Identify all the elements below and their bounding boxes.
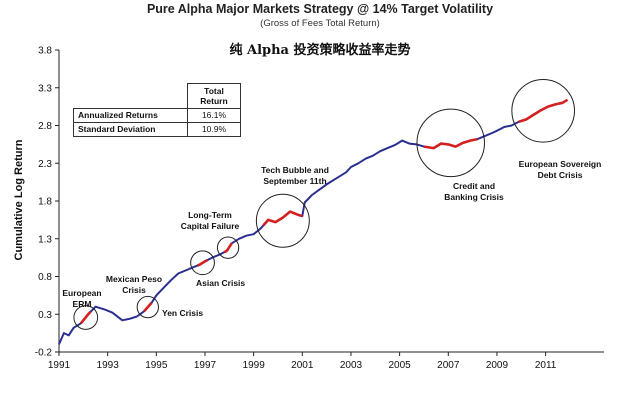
crisis-circle	[216, 236, 240, 259]
x-tick-label: 1995	[145, 360, 168, 371]
x-tick-label: 1993	[97, 360, 120, 371]
crisis-annotation: Credit and Banking Crisis	[444, 181, 504, 202]
y-tick-label: 1.8	[38, 197, 52, 208]
stats-row-label: Standard Deviation	[73, 122, 188, 137]
crisis-highlight-segment	[423, 137, 478, 150]
y-axis-label: Cumulative Log Return	[13, 139, 25, 260]
crisis-annotation-line: Capital Failure	[181, 221, 240, 231]
crisis-annotation-line: European	[62, 288, 101, 298]
crisis-circle	[190, 250, 215, 276]
x-tick-label: 2011	[535, 360, 557, 371]
stats-row-annualized: Annualized Returns 16.1%	[73, 108, 241, 123]
crisis-highlight-segment	[143, 302, 153, 313]
x-tick-label: 2003	[340, 360, 363, 371]
crisis-circle	[136, 295, 159, 319]
stats-row-stddev: Standard Deviation 10.9%	[73, 122, 241, 137]
crisis-circle	[511, 78, 576, 143]
crisis-annotation-line: Credit and	[453, 181, 495, 191]
chart-subtitle: (Gross of Fees Total Return)	[260, 18, 380, 29]
crisis-annotation: Asian Crisis	[196, 278, 245, 288]
y-tick-label: 3.3	[38, 83, 52, 94]
crisis-annotation-line: Long-Term	[188, 210, 232, 220]
y-tick-label: 2.8	[38, 121, 52, 132]
stats-table: Total Return Annualized Returns 16.1% St…	[73, 83, 241, 137]
crisis-annotation-line: Debt Crisis	[538, 170, 583, 180]
y-tick-label: -0.2	[35, 348, 53, 359]
crisis-annotation-line: Crisis	[122, 285, 146, 295]
stats-row-value: 10.9%	[187, 122, 241, 137]
x-tick-label: 2009	[486, 360, 509, 371]
crisis-annotation-line: Yen Crisis	[162, 308, 203, 318]
crisis-annotation: Yen Crisis	[162, 308, 203, 318]
y-tick-label: 0.8	[38, 272, 52, 283]
chinese-title: 纯 Alpha 投资策略收益率走势	[229, 43, 411, 58]
crisis-highlight-segment	[223, 242, 233, 254]
stats-row-value: 16.1%	[187, 108, 241, 123]
stats-column-header: Total Return	[187, 83, 241, 109]
x-tick-label: 1999	[243, 360, 266, 371]
stats-header-line-2: Return	[200, 96, 228, 106]
crisis-highlight-segment	[197, 258, 209, 267]
crisis-annotation: European Sovereign Debt Crisis	[519, 159, 602, 180]
crisis-annotation: Mexican Peso Crisis	[106, 274, 162, 295]
x-tick-label: 2007	[437, 360, 460, 371]
x-tick-label: 2005	[389, 360, 412, 371]
y-tick-label: 0.3	[38, 310, 52, 321]
crisis-highlight-segment	[262, 210, 303, 227]
crisis-highlight-segment	[518, 98, 569, 123]
stats-header-row: Total Return	[73, 83, 241, 109]
crisis-circle	[416, 108, 485, 178]
crisis-highlight-segment	[79, 310, 92, 325]
crisis-annotation-line: September 11th	[263, 176, 326, 186]
crisis-annotation-line: Tech Bubble and	[261, 165, 329, 175]
crisis-annotation-line: European Sovereign	[519, 159, 602, 169]
crisis-annotation-line: Banking Crisis	[444, 192, 504, 202]
y-tick-label: 3.8	[38, 46, 52, 57]
crisis-annotation: Long-Term Capital Failure	[181, 210, 240, 231]
crisis-circle	[255, 193, 310, 248]
y-tick-label: 1.3	[38, 234, 52, 245]
stats-corner-cell	[73, 83, 188, 109]
stats-row-label: Annualized Returns	[73, 108, 188, 123]
crisis-annotation-line: Mexican Peso	[106, 274, 162, 284]
crisis-annotation-line: Asian Crisis	[196, 278, 245, 288]
stats-header-line-1: Total	[204, 86, 224, 96]
crisis-annotation-line: ERM	[73, 299, 92, 309]
x-tick-label: 1991	[48, 360, 71, 371]
crisis-circle	[73, 305, 99, 330]
crisis-annotation: European ERM	[62, 288, 101, 309]
chart-title: Pure Alpha Major Markets Strategy @ 14% …	[146, 2, 494, 16]
crisis-annotation: Tech Bubble and September 11th	[261, 165, 329, 186]
x-tick-label: 1997	[194, 360, 217, 371]
x-tick-label: 2001	[291, 360, 314, 371]
y-tick-label: 2.3	[38, 159, 52, 170]
